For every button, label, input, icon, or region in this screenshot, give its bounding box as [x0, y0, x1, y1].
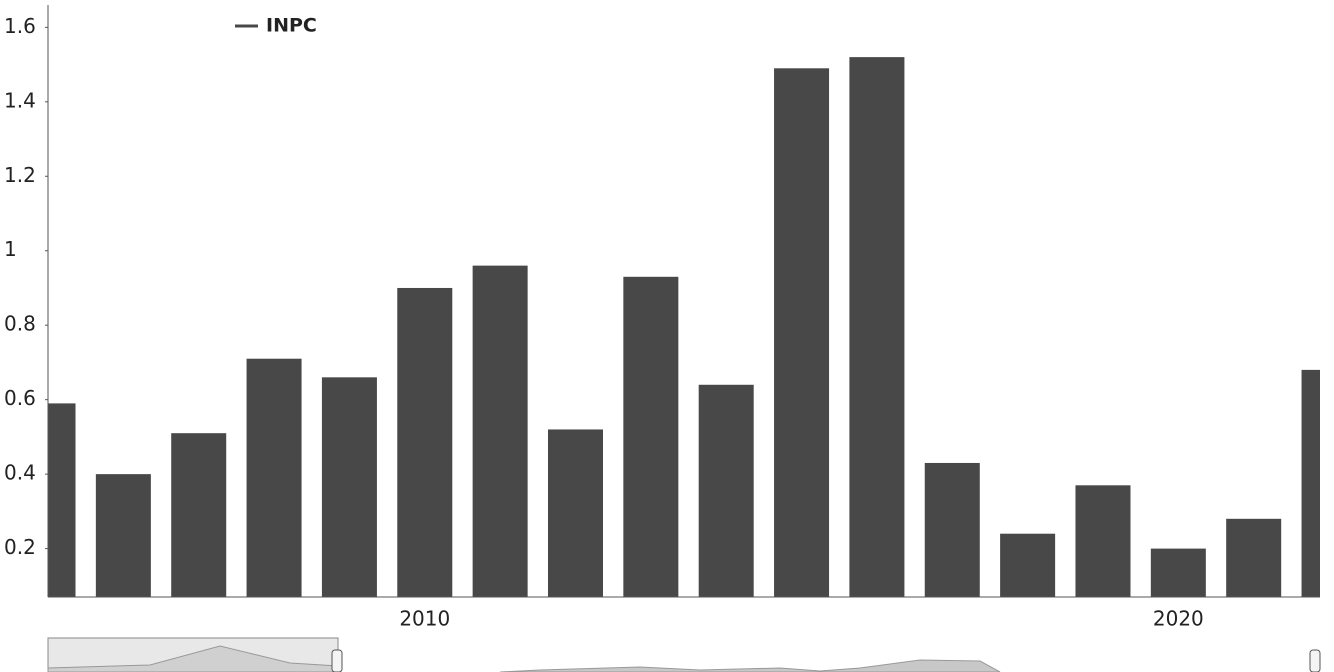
navigator[interactable]: [47, 637, 1321, 672]
navigator-handle[interactable]: [1309, 649, 1321, 672]
bar: [321, 377, 377, 597]
bar: [1150, 548, 1206, 597]
bars: [48, 57, 1320, 597]
legend-label: INPC: [266, 15, 317, 37]
bar: [1000, 533, 1056, 597]
bar: [1075, 485, 1131, 597]
bar: [472, 265, 528, 597]
bar: [397, 287, 453, 597]
y-tick-label: 0.8: [4, 312, 36, 336]
x-tick-label: 2020: [1153, 607, 1204, 631]
y-tick-label: 1: [4, 237, 17, 261]
navigator-area: [499, 659, 1001, 672]
navigator-handle[interactable]: [331, 649, 343, 672]
bar: [698, 384, 754, 597]
bar: [246, 358, 302, 597]
bar: [1226, 518, 1282, 597]
y-tick-label: 1.6: [4, 14, 36, 38]
bar: [171, 433, 227, 597]
y-tick-label: 1.2: [4, 163, 36, 187]
y-tick-label: 0.2: [4, 535, 36, 559]
bar: [849, 57, 905, 597]
x-tick-label: 2010: [399, 607, 450, 631]
y-tick-label: 1.4: [4, 88, 36, 112]
y-tick-label: 0.4: [4, 461, 36, 485]
bar: [924, 462, 980, 597]
bar: [1301, 369, 1320, 597]
y-tick-label: 0.6: [4, 386, 36, 410]
bar: [95, 474, 151, 597]
bar: [774, 68, 830, 597]
bar: [48, 403, 76, 597]
bar: [623, 276, 679, 597]
bar: [547, 429, 603, 597]
